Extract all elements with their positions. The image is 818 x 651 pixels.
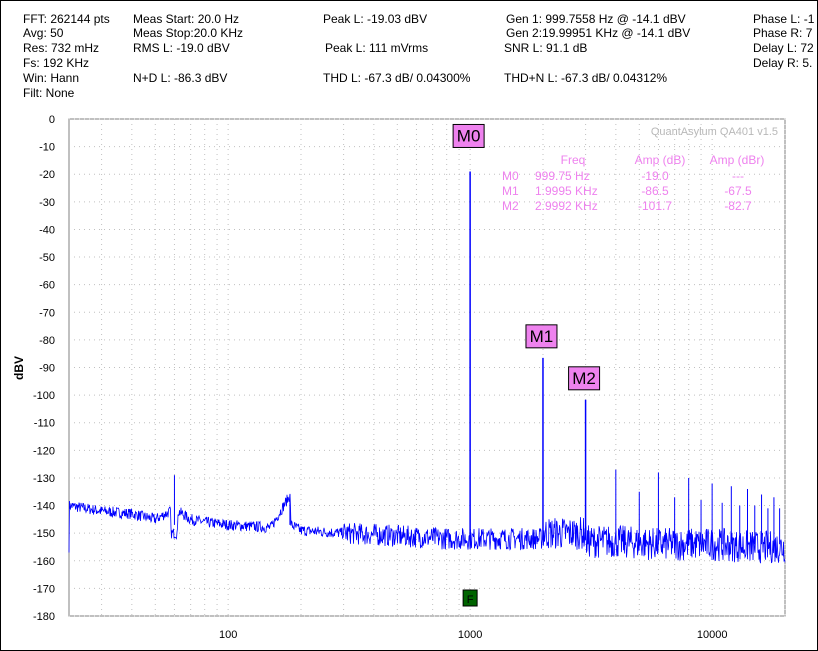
marker-table-name: M0	[502, 169, 519, 183]
marker-table-header: Freq	[561, 153, 586, 167]
fft-size: FFT: 262144 pts	[23, 12, 110, 26]
y-tick-label: -20	[39, 169, 55, 181]
marker-label: M1	[530, 327, 554, 346]
window-type: Win: Hann	[23, 71, 80, 85]
y-tick-label: -60	[39, 280, 55, 292]
marker-table-header: Amp (dB)	[635, 153, 686, 167]
marker-table: Freq Amp (dB) Amp (dBr) M0 999.75 Hz -19.0 ---…	[502, 153, 764, 213]
marker-table-amp: -86.5	[641, 184, 669, 198]
marker-table-freq: 999.75 Hz	[535, 169, 590, 183]
marker-table-name: M2	[502, 199, 519, 213]
delay-left: Delay L: 72	[753, 41, 814, 55]
filter: Filt: None	[23, 86, 75, 100]
grid	[68, 118, 786, 617]
phase-left: Phase L: -1	[753, 12, 815, 26]
averages: Avg: 50	[23, 26, 64, 40]
y-tick-label: -140	[33, 501, 55, 513]
noise-floor-trace	[68, 493, 786, 564]
thd-left: THD L: -67.3 dB/ 0.04300%	[323, 71, 471, 85]
y-tick-label: -50	[39, 252, 55, 264]
marker-table-header: Amp (dBr)	[710, 153, 765, 167]
axis-ticks: 0 -10 -20 -30 -40 -50 -60 -70 -80 -90 -100 -110 -120…	[33, 114, 727, 641]
watermark: QuantAsylum QA401 v1.5	[651, 126, 778, 138]
x-tick-label: 100	[219, 629, 237, 641]
marker-label-box	[568, 366, 601, 391]
y-tick-label: -130	[33, 473, 55, 485]
marker-table-amp: -101.7	[638, 199, 672, 213]
peak-left-mvrms: Peak L: 111 mVrms	[325, 41, 429, 55]
frequency-cursor-marker[interactable]: F	[462, 589, 478, 607]
y-tick-label: -170	[33, 583, 55, 595]
marker-label: M2	[572, 369, 596, 388]
marker-label-box	[525, 324, 558, 349]
marker-label: M0	[457, 126, 481, 145]
meas-start: Meas Start: 20.0 Hz	[133, 12, 240, 26]
rms-left: RMS L: -19.0 dBV	[133, 41, 230, 55]
y-tick-label: -70	[39, 307, 55, 319]
snr-left: SNR L: 91.1 dB	[504, 41, 588, 55]
spectrum-trace	[68, 469, 786, 564]
sample-rate: Fs: 192 KHz	[23, 56, 90, 70]
y-tick-label: 0	[49, 114, 55, 126]
generator-2: Gen 2:19.99951 KHz @ -14.1 dBV	[506, 26, 691, 40]
generator-1: Gen 1: 999.7558 Hz @ -14.1 dBV	[506, 12, 686, 26]
phase-right: Phase R: 7	[753, 26, 813, 40]
marker-table-freq: 1.9995 KHz	[535, 184, 598, 198]
y-tick-label: -10	[39, 142, 55, 154]
marker-label-box	[452, 123, 485, 148]
marker-table-name: M1	[502, 184, 519, 198]
resolution: Res: 732 mHz	[23, 41, 100, 55]
y-axis-label: dBV	[12, 356, 26, 380]
y-tick-label: -180	[33, 611, 55, 623]
y-tick-label: -30	[39, 197, 55, 209]
delay-right: Delay R: 5.	[753, 56, 813, 70]
marker-table-amp-dbr: -67.5	[724, 184, 752, 198]
y-tick-label: -120	[33, 445, 55, 457]
y-tick-label: -90	[39, 363, 55, 375]
y-tick-label: -150	[33, 528, 55, 540]
y-tick-label: -80	[39, 335, 55, 347]
y-tick-label: -160	[33, 556, 55, 568]
marker-table-amp-dbr: ---	[732, 169, 744, 183]
y-tick-label: -110	[34, 418, 55, 430]
y-tick-label: -40	[39, 224, 55, 236]
marker-table-freq: 2.9992 KHz	[535, 199, 598, 213]
marker-table-amp-dbr: -82.7	[724, 199, 752, 213]
meas-stop: Meas Stop:20.0 KHz	[133, 26, 244, 40]
frequency-cursor-box[interactable]	[462, 589, 478, 607]
thd-n-left: THD+N L: -67.3 dB/ 0.04312%	[504, 71, 668, 85]
frequency-cursor-label: F	[467, 594, 474, 606]
marker-table-amp: -19.0	[641, 169, 669, 183]
x-tick-label: 1000	[458, 629, 482, 641]
noise-distortion-left: N+D L: -86.3 dBV	[133, 71, 228, 85]
y-tick-label: -100	[33, 390, 55, 402]
x-tick-label: 10000	[697, 629, 728, 641]
peak-left-dbv: Peak L: -19.03 dBV	[323, 12, 428, 26]
